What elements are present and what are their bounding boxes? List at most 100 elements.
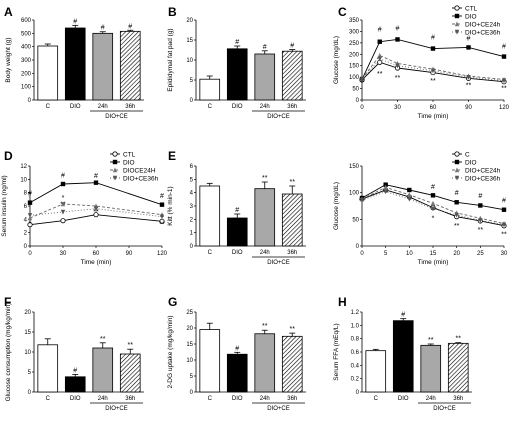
- panel-h-y-tick-label: 0.4: [351, 363, 360, 369]
- panel-e2-significance-mark: #: [431, 184, 435, 191]
- panel-c-y-tick-label: 350: [349, 18, 360, 24]
- panel-d-y-axis-label: Serum insulin (ng/ml): [1, 175, 8, 236]
- panel-f-y-tick-label: 0: [28, 390, 32, 396]
- panel-c-x-tick-label: 120: [499, 105, 510, 111]
- panel-c-y-tick-label: 0: [356, 98, 360, 104]
- panel-c-significance-mark: **: [395, 75, 401, 82]
- panel-d-series-line: [29, 208, 163, 218]
- panel-d-series: [27, 212, 165, 228]
- panel-g-y-axis-label: 2-DG uptake (mg/kg/min): [167, 316, 174, 389]
- panel-b-y-axis-label: Epididymal fat pad (g): [167, 28, 174, 91]
- panel-f-y-tick-label: 20: [24, 310, 31, 316]
- panel-c-series-line: [361, 38, 505, 80]
- panel-e2-series: [359, 189, 507, 228]
- panel-g-y-tick-label: 25: [186, 310, 193, 316]
- panel-h-y-axis-label: Serum FFA (mEq/L): [333, 323, 340, 380]
- panel-e-y-tick-label: 1: [190, 231, 194, 237]
- panel-e2-y-tick-label: 50: [352, 217, 359, 223]
- panel-e2-point: [501, 222, 507, 228]
- panel-e2-point: [359, 197, 365, 203]
- panel-d-series-line: [29, 214, 163, 226]
- panel-c-series-line: [361, 54, 505, 80]
- panel-a-bar: [92, 32, 114, 101]
- panel-e2-significance-mark: **: [501, 231, 507, 238]
- panel-g-significance-mark: #: [235, 345, 239, 352]
- panel-e2-legend-label: C: [465, 151, 470, 158]
- panel-c-x-tick-label: 30: [394, 105, 401, 111]
- panel-d-point: [60, 201, 66, 207]
- panel-e2-significance-mark: **: [478, 227, 484, 234]
- panel-c-point: [466, 45, 471, 50]
- panel-c-y-tick-label: 300: [349, 29, 360, 35]
- panel-f-category-label: C: [46, 396, 51, 402]
- panel-h-bar: [447, 342, 469, 393]
- panel-b-significance-mark: #: [263, 44, 267, 51]
- panel-d-significance-mark: *: [29, 221, 32, 228]
- panel-a-bar: [119, 30, 141, 101]
- panel-c-series-line: [361, 61, 505, 83]
- panel-b-significance-mark: #: [290, 43, 294, 50]
- panel-e2-significance-mark: #: [478, 193, 482, 200]
- panel-e2-legend-point: [454, 175, 460, 181]
- panel-b-y-tick-label: 5: [190, 78, 194, 84]
- panel-h-category-label: 36h: [453, 396, 463, 402]
- panel-d-series: [27, 180, 165, 207]
- panel-d-point: [27, 200, 33, 205]
- panel-e2-point: [383, 182, 388, 187]
- panel-e2-x-tick-label: 20: [453, 251, 460, 257]
- panel-g-group-label: DIO+CE: [267, 406, 290, 412]
- panel-b-y-tick-label: 10: [186, 58, 193, 64]
- panel-d-series-line: [29, 203, 163, 219]
- panel-b-y-tick-label: 0: [190, 98, 194, 104]
- panel-f-bar: [92, 347, 114, 393]
- panel-c-significance-mark: #: [396, 25, 400, 32]
- panel-d-point: [159, 214, 165, 220]
- panel-f-bar: [64, 376, 86, 393]
- panel-f-significance-mark: #: [73, 367, 77, 374]
- panel-g-bar: [254, 333, 276, 393]
- panel-g-y-tick-label: 0: [190, 390, 194, 396]
- panel-b-bar: [254, 53, 276, 101]
- panel-a-group-label: DIO+CE: [105, 114, 128, 120]
- panel-f-category-label: DIO: [70, 396, 81, 402]
- panel-e2-y-tick-label: 0: [356, 244, 360, 250]
- panel-e2-significance-mark: **: [454, 223, 460, 230]
- panel-e-y-tick-label: 5: [190, 177, 194, 183]
- panel-e2-point: [454, 212, 459, 218]
- panel-c-point: [430, 68, 436, 74]
- panel-e2-point: [478, 203, 483, 208]
- panel-d-point: [93, 206, 99, 212]
- panel-c-point: [377, 39, 382, 44]
- panel-a-y-tick-label: 0: [28, 98, 32, 104]
- panel-e2-significance-mark: #: [502, 197, 506, 204]
- panel-b-significance-mark: #: [235, 39, 239, 46]
- panel-e2-significance-mark: #: [455, 190, 459, 197]
- panel-e-bar: [281, 193, 303, 247]
- panel-d-x-tick-label: 30: [60, 251, 67, 257]
- panel-c-significance-mark: **: [430, 78, 436, 85]
- panel-c-y-tick-label: 250: [349, 41, 360, 47]
- panel-h-category-label: DIO: [398, 396, 409, 402]
- panel-b-y-tick-label: 20: [186, 18, 193, 24]
- panel-c-legend-point: [454, 29, 460, 35]
- panel-c-x-tick-label: 0: [360, 105, 364, 111]
- panel-h-y-tick-label: 0.2: [351, 377, 360, 383]
- panel-a-bar: [37, 45, 59, 101]
- panel-h-category-label: 24h: [426, 396, 436, 402]
- panel-c-legend-label: DIO: [465, 13, 477, 20]
- panel-g-significance-mark: **: [290, 326, 296, 333]
- panel-b-y-tick-label: 15: [186, 38, 193, 44]
- panel-e2-x-tick-label: 5: [384, 251, 388, 257]
- panel-e-significance-mark: **: [290, 179, 296, 186]
- panel-c-legend-point: [454, 5, 460, 11]
- panel-e2-x-axis-label: Time (min): [418, 259, 449, 266]
- panel-d-significance-mark: #: [61, 172, 65, 179]
- panel-e2-x-tick-label: 10: [406, 251, 413, 257]
- panel-h-y-tick-label: 0: [356, 390, 360, 396]
- panel-c-x-tick-label: 90: [465, 105, 472, 111]
- panel-e-y-tick-label: 0: [190, 244, 194, 250]
- panel-c-x-tick-label: 60: [430, 105, 437, 111]
- panel-b-category-label: DIO: [232, 104, 243, 110]
- panel-a-y-tick-label: 500: [21, 31, 32, 37]
